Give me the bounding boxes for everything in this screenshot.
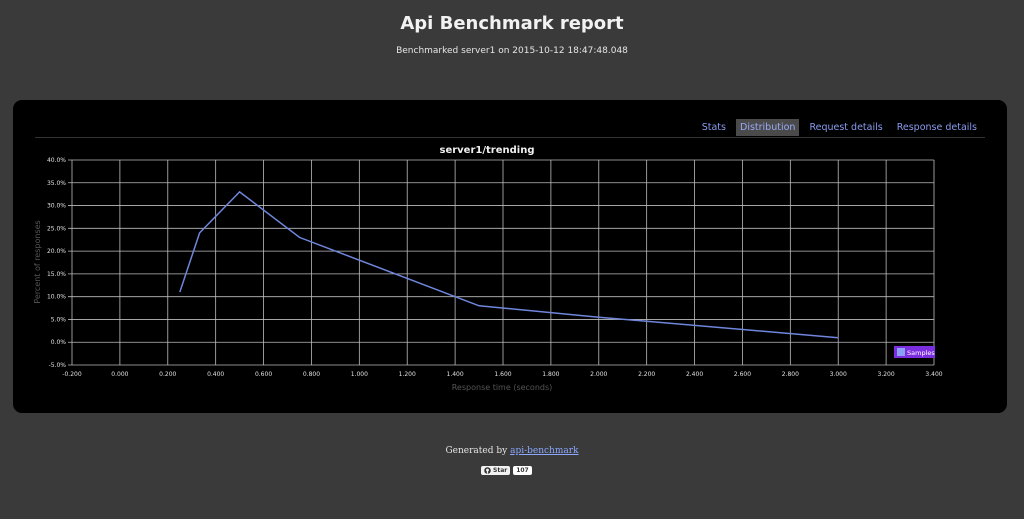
generated-by-text: Generated by	[445, 446, 508, 456]
tab-request-details[interactable]: Request details	[809, 122, 883, 133]
x-tick-label: 1.800	[542, 371, 559, 378]
legend-swatch	[897, 348, 905, 356]
y-tick-label: 20.0%	[47, 248, 66, 255]
x-tick-label: 3.000	[830, 371, 847, 378]
x-tick-label: 2.200	[638, 371, 655, 378]
x-tick-label: -0.200	[62, 371, 82, 378]
y-axis-label: Percent of responses	[33, 220, 42, 303]
tab-response-details[interactable]: Response details	[896, 122, 977, 133]
page-subtitle: Benchmarked server1 on 2015-10-12 18:47:…	[396, 46, 628, 56]
x-tick-label: 0.600	[255, 371, 272, 378]
x-tick-label: 1.000	[351, 371, 368, 378]
x-tick-label: 2.600	[734, 371, 751, 378]
y-tick-label: 0.0%	[51, 339, 67, 346]
y-tick-label: 10.0%	[47, 294, 66, 301]
tab-distribution[interactable]: Distribution	[736, 119, 800, 136]
star-label: Star	[493, 467, 508, 474]
x-tick-label: 3.400	[925, 371, 942, 378]
chart-grid	[68, 159, 935, 366]
page-title: Api Benchmark report	[400, 13, 624, 34]
x-tick-label: 0.800	[303, 371, 320, 378]
x-tick-label: 2.000	[590, 371, 607, 378]
tab-divider	[35, 137, 985, 138]
y-tick-label: 40.0%	[47, 157, 66, 164]
y-tick-label: 25.0%	[47, 225, 66, 232]
y-tick-label: 35.0%	[47, 180, 66, 187]
github-star-widget: Star 107	[481, 466, 532, 475]
y-tick-label: 30.0%	[47, 203, 66, 210]
y-tick-label: 5.0%	[51, 316, 67, 323]
x-axis-label: Response time (seconds)	[452, 383, 553, 392]
github-star-button[interactable]: Star	[481, 466, 511, 475]
x-axis-ticks: -0.200 0.000 0.200 0.400 0.600 0.800 1.000 1.20…	[62, 371, 942, 378]
legend-label: Samples	[907, 349, 935, 357]
y-axis-ticks: 40.0% 35.0% 30.0% 25.0% 20.0% 15.0% 10.0% 5.0% 0…	[47, 157, 66, 369]
samples-line	[179, 190, 839, 339]
y-tick-label: 15.0%	[47, 271, 66, 278]
github-icon	[484, 467, 491, 474]
legend[interactable]: Samples	[894, 346, 935, 358]
x-tick-label: 2.800	[782, 371, 799, 378]
tab-stats[interactable]: Stats	[701, 122, 726, 133]
x-tick-label: 3.200	[878, 371, 895, 378]
x-tick-label: 1.400	[447, 371, 464, 378]
x-tick-label: 2.400	[686, 371, 703, 378]
report-panel: Stats Distribution Request details Respo…	[13, 100, 1007, 413]
tab-bar: Stats Distribution Request details Respo…	[698, 119, 981, 136]
x-tick-label: 0.400	[207, 371, 224, 378]
x-tick-label: 1.200	[399, 371, 416, 378]
api-benchmark-link[interactable]: api-benchmark	[510, 446, 579, 456]
x-tick-label: 0.000	[111, 371, 128, 378]
x-tick-label: 0.200	[159, 371, 176, 378]
y-tick-label: -5.0%	[49, 362, 67, 369]
chart-title: server1/trending	[440, 145, 535, 156]
x-tick-label: 1.600	[494, 371, 511, 378]
star-count[interactable]: 107	[513, 466, 532, 475]
footer: Generated by api-benchmark	[0, 446, 1024, 456]
